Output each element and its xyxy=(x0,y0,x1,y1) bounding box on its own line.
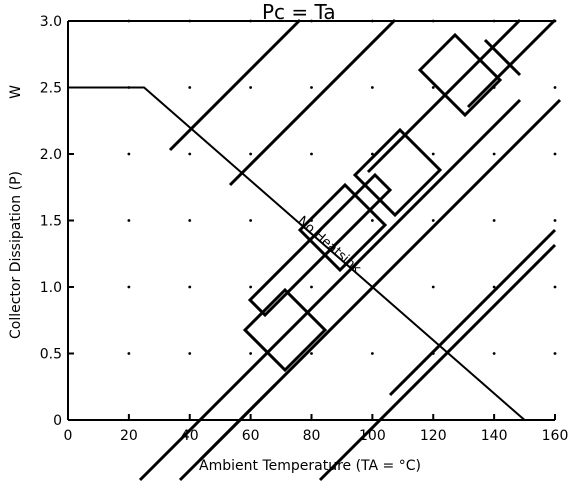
x-tick-label: 0 xyxy=(64,428,73,444)
grid-dot xyxy=(431,285,435,289)
x-axis-title: Ambient Temperature (TA = °C) xyxy=(199,458,421,474)
grid-dot xyxy=(431,152,435,156)
grid-dot xyxy=(188,219,192,222)
x-tick-label: 20 xyxy=(120,428,138,444)
grid-dot xyxy=(310,152,313,156)
series-lines xyxy=(68,20,555,421)
y-tick-label: 3.0 xyxy=(40,14,62,30)
grid-dot xyxy=(370,219,374,222)
grid-dot xyxy=(249,152,253,156)
grid-dot xyxy=(249,219,253,222)
x-tick-labels: 0 20 40 60 80 100 120 140 160 xyxy=(64,414,568,444)
grid-dot xyxy=(553,219,557,222)
grid-dot xyxy=(127,285,131,289)
grid-dot xyxy=(492,285,496,289)
grid-dot xyxy=(492,219,496,222)
grid-dot xyxy=(188,152,192,156)
discontinued-watermark xyxy=(138,18,562,482)
grid-dot xyxy=(249,285,253,289)
y-tick-label: 1.5 xyxy=(40,214,62,230)
grid-dot xyxy=(188,285,192,289)
grid-dot xyxy=(127,352,131,355)
y-tick-labels: 0 0.5 1.0 1.5 2.0 2.5 3.0 xyxy=(40,14,74,429)
x-tick-label: 140 xyxy=(481,428,508,444)
grid-dot xyxy=(188,352,192,355)
y-tick-label: 2.5 xyxy=(40,81,62,97)
grid-dot xyxy=(553,86,557,89)
grid-dot xyxy=(492,152,496,156)
x-tick-label: 100 xyxy=(359,428,386,444)
grid-dot xyxy=(127,219,131,222)
grid-dot xyxy=(310,285,313,289)
grid-dot xyxy=(431,86,435,89)
grid-dot xyxy=(370,352,374,355)
grid-dot xyxy=(492,352,496,355)
grid-dot xyxy=(370,86,374,89)
x-tick-label: 40 xyxy=(181,428,199,444)
grid-dot xyxy=(431,219,435,222)
x-tick-label: 120 xyxy=(420,428,447,444)
y-tick-label: 0 xyxy=(53,413,62,429)
y-tick-label: 1.0 xyxy=(40,280,62,296)
grid-dot xyxy=(553,352,557,355)
grid-dot xyxy=(127,152,131,156)
x-tick-label: 160 xyxy=(542,428,568,444)
x-tick-label: 60 xyxy=(242,428,260,444)
y-tick-label: 2.0 xyxy=(40,147,62,163)
grid-dot xyxy=(553,285,557,289)
grid-dot xyxy=(249,352,253,355)
x-tick-label: 80 xyxy=(303,428,321,444)
grid-dot xyxy=(553,152,557,156)
y-axis-title: Collector Dissipation (P) xyxy=(8,171,24,339)
grid-dot xyxy=(188,86,192,89)
grid-dot xyxy=(310,86,313,89)
y-tick-label: 0.5 xyxy=(40,347,62,363)
grid-dot xyxy=(310,352,313,355)
grid-dot xyxy=(249,86,253,89)
series-line-1 xyxy=(68,86,526,421)
y-unit-label: W xyxy=(8,85,24,99)
grid-dot xyxy=(370,152,374,156)
